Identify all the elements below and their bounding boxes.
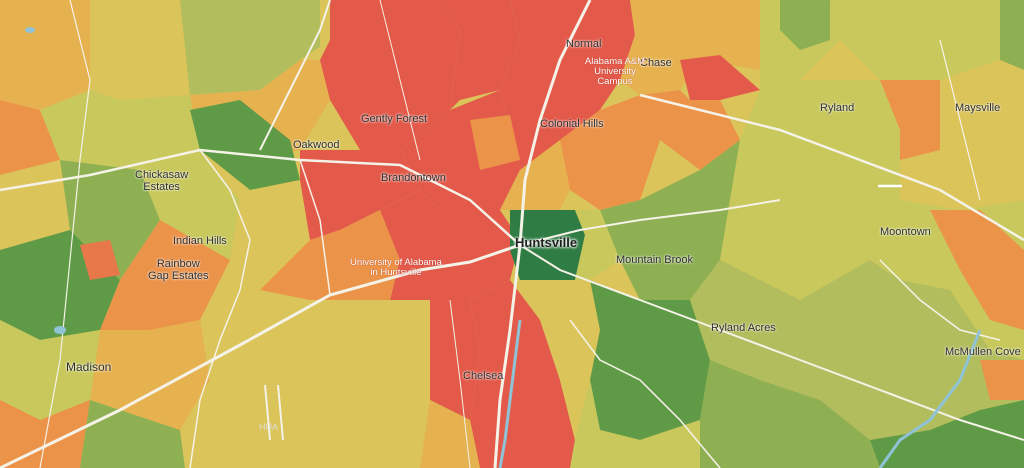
airport-runways <box>264 384 284 441</box>
label-chelsea: Chelsea <box>463 370 504 382</box>
road-highway <box>879 259 1001 341</box>
water-features <box>25 27 982 468</box>
region <box>60 160 160 280</box>
label-indian-hills: Indian Hills <box>173 235 227 247</box>
road-highway <box>379 0 421 161</box>
road-highway <box>259 0 331 151</box>
region <box>510 210 585 280</box>
label-madison: Madison <box>66 360 112 374</box>
region <box>440 0 520 110</box>
label-chase: Chase <box>640 57 672 69</box>
pond <box>25 27 35 33</box>
region <box>430 300 480 420</box>
road-highway <box>299 159 331 296</box>
region <box>90 320 210 430</box>
region <box>780 0 830 50</box>
label-maysville: Maysville <box>955 102 1001 114</box>
region <box>0 0 90 110</box>
region <box>0 320 100 420</box>
region <box>500 140 570 210</box>
road-highway <box>493 0 592 468</box>
region <box>300 150 420 240</box>
region <box>500 0 635 170</box>
road-highway <box>449 299 471 468</box>
region <box>260 210 400 300</box>
label-brandontown: Brandontown <box>381 172 446 184</box>
road-highway <box>569 319 721 468</box>
region <box>560 95 660 210</box>
label-hua-airport: HUA <box>259 422 279 432</box>
region <box>300 300 430 468</box>
region <box>0 100 60 175</box>
label-uah-campus: University of Alabama in Huntsville <box>350 257 442 278</box>
region <box>40 90 200 170</box>
label-ryland-acres: Ryland Acres <box>711 322 776 334</box>
road-highway <box>39 0 91 468</box>
label-alabama-am-campus: Alabama A&M University Campus <box>584 56 646 87</box>
region <box>190 100 300 190</box>
region <box>470 280 575 468</box>
region <box>200 150 310 290</box>
region <box>680 55 760 100</box>
region <box>870 400 1024 468</box>
region <box>100 220 230 330</box>
region <box>90 0 190 100</box>
road-highway <box>189 149 251 468</box>
road-highway <box>519 244 1024 441</box>
region <box>830 0 1000 80</box>
label-rainbow-gap-estates: Rainbow Gap Estates <box>148 258 209 282</box>
region <box>140 150 240 260</box>
river <box>498 319 522 468</box>
region <box>590 280 710 440</box>
label-moontown: Moontown <box>880 226 931 238</box>
label-huntsville: Huntsville <box>515 235 578 250</box>
road-highway <box>639 93 1024 242</box>
region <box>0 400 90 468</box>
label-colonial-hills: Colonial Hills <box>540 118 604 130</box>
label-mcmullen-cove: McMullen Cove <box>945 346 1021 358</box>
region <box>600 140 740 300</box>
label-gently-forest: Gently Forest <box>361 113 428 125</box>
region <box>690 260 1024 440</box>
region <box>80 240 120 280</box>
region <box>620 0 760 95</box>
region <box>1000 0 1024 70</box>
region <box>720 80 900 300</box>
region <box>470 115 520 170</box>
region <box>640 90 740 170</box>
region <box>880 80 940 160</box>
river <box>878 329 982 468</box>
label-chickasaw-estates: Chickasaw Estates <box>135 169 189 193</box>
label-oakwood: Oakwood <box>293 139 340 151</box>
label-ryland: Ryland <box>820 102 855 114</box>
region <box>700 360 880 468</box>
label-mountain-brook: Mountain Brook <box>616 254 694 266</box>
region <box>420 400 480 468</box>
region <box>980 360 1024 400</box>
region <box>520 280 600 440</box>
region <box>930 210 1024 330</box>
region <box>570 380 700 468</box>
region <box>180 290 330 468</box>
road-highway <box>939 39 981 201</box>
label-normal: Normal <box>566 38 602 50</box>
region <box>320 0 460 150</box>
pond <box>54 326 66 334</box>
road-highway <box>519 199 781 246</box>
